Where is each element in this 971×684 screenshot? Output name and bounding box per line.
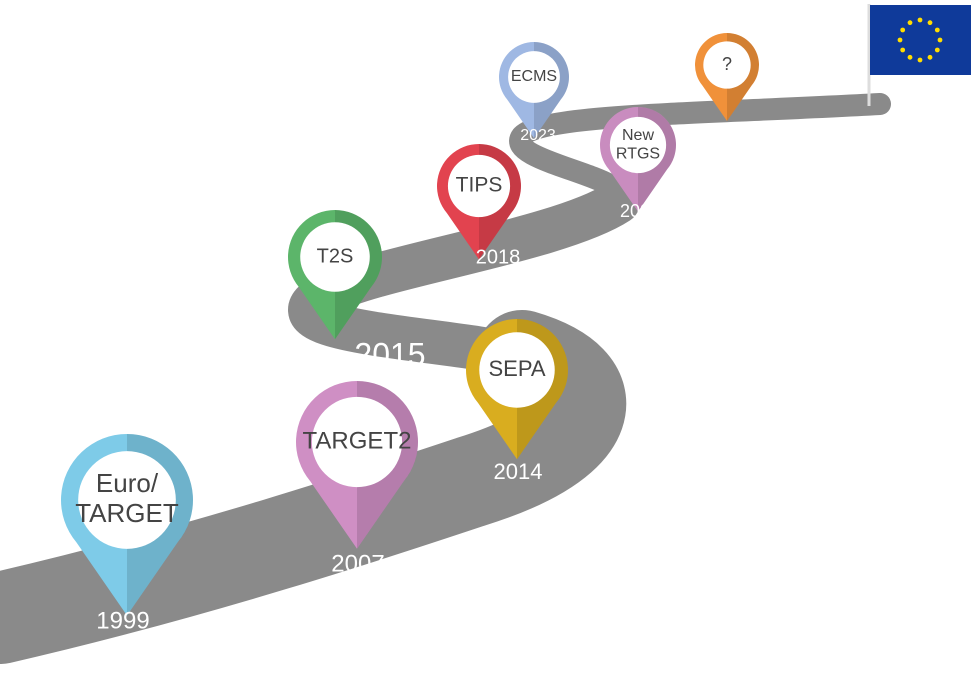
star (935, 48, 940, 53)
flag (870, 5, 971, 75)
milestone-year: 2007 (331, 550, 384, 577)
milestone-label: TIPS (456, 174, 503, 197)
star (900, 28, 905, 33)
milestone-label: ECMS (511, 68, 557, 85)
milestone: T2S 2015 (288, 210, 426, 372)
milestone-label: Euro/ (96, 468, 159, 498)
star (928, 20, 933, 25)
star (908, 55, 913, 60)
milestone-year: 2023 (520, 127, 556, 144)
star (908, 20, 913, 25)
star (935, 28, 940, 33)
star (900, 48, 905, 53)
star (928, 55, 933, 60)
roadmap: Euro/TARGET 1999 TARGET2 2007 SEPA 2014 T2S 201… (0, 0, 971, 684)
milestone-label: New (622, 127, 654, 144)
road-segment (520, 104, 880, 202)
milestone-label: SEPA (488, 356, 545, 381)
milestone-label: RTGS (616, 145, 660, 162)
milestone-label: TARGET2 (303, 427, 412, 454)
milestone-label: ? (722, 54, 732, 74)
milestone-year: 2014 (494, 459, 543, 484)
milestone-year: 1999 (96, 607, 149, 634)
milestone-label: T2S (317, 245, 354, 267)
milestone-label: TARGET (75, 498, 179, 528)
star (898, 38, 903, 43)
star (918, 18, 923, 23)
eu-flag (869, 4, 971, 106)
star (918, 58, 923, 63)
milestone-year: 2015 (354, 336, 425, 372)
star (938, 38, 943, 43)
milestone-year: 2022 (620, 201, 660, 221)
milestone-year: 2018 (476, 246, 521, 268)
